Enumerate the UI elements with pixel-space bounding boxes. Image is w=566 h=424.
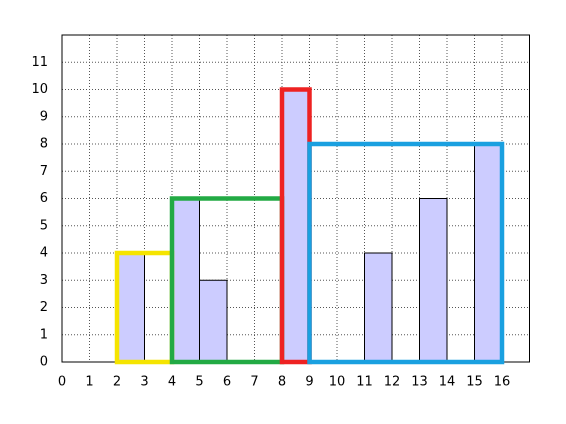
- bar: [116, 252, 145, 363]
- x-tick-label: 7: [250, 375, 258, 390]
- y-tick-label: 7: [40, 164, 48, 179]
- y-tick-label: 3: [40, 273, 48, 288]
- groups: [114, 87, 505, 365]
- x-tick-label: 12: [384, 375, 401, 390]
- bar: [199, 279, 228, 363]
- group-box: [307, 141, 505, 365]
- y-tick-label: 10: [31, 82, 48, 97]
- y-tick-label: 6: [40, 191, 48, 206]
- y-tick-label: 2: [40, 300, 48, 315]
- y-tick-label: 9: [40, 109, 48, 124]
- x-tick-label: 8: [278, 375, 286, 390]
- bar: [171, 198, 200, 363]
- y-tick-label: 1: [40, 327, 48, 342]
- x-tick-label: 11: [356, 375, 373, 390]
- x-tick-label: 0: [58, 375, 66, 390]
- y-tick-label: 5: [40, 218, 48, 233]
- bar: [364, 252, 393, 363]
- x-tick-label: 16: [494, 375, 511, 390]
- y-tick-label: 8: [40, 137, 48, 152]
- x-tick-label: 3: [140, 375, 148, 390]
- x-tick-label: 10: [329, 375, 346, 390]
- bar: [281, 89, 310, 363]
- x-tick-label: 2: [113, 375, 121, 390]
- x-tick-label: 1: [85, 375, 93, 390]
- x-tick-label: 13: [411, 375, 428, 390]
- x-tick-label: 4: [168, 375, 176, 390]
- y-tick-label: 11: [31, 55, 48, 70]
- y-tick-label: 4: [40, 246, 48, 261]
- x-tick-label: 5: [195, 375, 203, 390]
- y-tick-label: 0: [40, 355, 48, 370]
- x-tick-label: 15: [466, 375, 483, 390]
- bar: [419, 198, 448, 363]
- x-tick-label: 9: [305, 375, 313, 390]
- bar: [474, 143, 503, 363]
- x-tick-label: 14: [439, 375, 456, 390]
- x-tick-label: 6: [223, 375, 231, 390]
